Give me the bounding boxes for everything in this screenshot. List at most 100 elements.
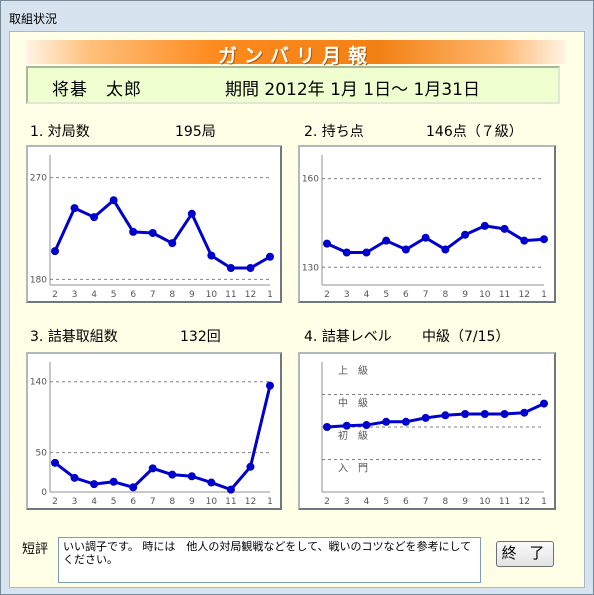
x-tick-label: 2 (52, 497, 58, 507)
x-tick-label: 3 (72, 497, 78, 507)
banner-title: ガンバリ月報 (217, 45, 374, 67)
series-line (54, 385, 272, 492)
x-tick-label: 12 (519, 290, 530, 300)
x-tick-label: 6 (130, 497, 136, 507)
y-tick-label: 180 (30, 275, 47, 285)
data-point (401, 417, 410, 426)
data-point (246, 264, 255, 273)
report-panel: ガンバリ月報 将碁 太郎 期間 2012年 1月 1日～ 1月31日 1. 対局… (9, 31, 585, 588)
info-bar: 将碁 太郎 期間 2012年 1月 1日～ 1月31日 (26, 66, 560, 104)
data-point (187, 209, 196, 218)
title-bar[interactable]: 取組状況 (1, 1, 593, 31)
x-tick-label: 12 (245, 290, 256, 300)
section-title-points: 2. 持ち点 (304, 124, 364, 140)
data-point (226, 264, 235, 273)
y-tick-label: 140 (30, 378, 47, 388)
data-point (500, 224, 509, 233)
data-point (323, 239, 331, 248)
x-tick-label: 7 (423, 290, 429, 300)
data-point (70, 204, 79, 213)
data-point (207, 251, 216, 260)
data-point (480, 221, 489, 230)
data-point (129, 227, 138, 236)
y-tick-label: 160 (302, 175, 319, 185)
data-point (246, 462, 255, 471)
chart-points: 160 130 2 3 4 5 6 7 8 9 10 11 12 1 (298, 145, 556, 303)
data-point (70, 473, 79, 482)
period-label: 期間 2012年 1月 1日～ 1月31日 (225, 80, 480, 100)
data-point (382, 417, 391, 426)
x-tick-label: 7 (423, 497, 429, 507)
band-label: 中 級 (338, 397, 368, 410)
data-point (109, 477, 118, 486)
x-tick-label: 3 (344, 290, 350, 300)
chart-problems: 140 50 0 2 3 4 5 6 7 8 9 10 11 12 1 (26, 352, 282, 510)
x-tick-label: 8 (442, 290, 448, 300)
section-value-points: 146点（７級） (426, 124, 523, 140)
data-point (168, 470, 177, 479)
x-tick-label: 1 (267, 290, 273, 300)
section-value-games: 195局 (175, 124, 216, 140)
x-tick-label: 5 (383, 290, 389, 300)
data-point (461, 410, 470, 418)
y-tick-label: 130 (302, 263, 319, 273)
x-tick-label: 2 (324, 497, 330, 507)
review-textbox[interactable]: いい調子です。 時には 他人の対局観戦などをして、戦いのコツなどを参考にしてくだ… (58, 537, 481, 583)
data-point (520, 408, 529, 417)
band-label: 上 級 (338, 364, 368, 377)
chart-games: 270 180 2 3 4 5 6 7 8 9 10 11 12 1 (26, 145, 282, 303)
x-tick-label: 8 (169, 290, 175, 300)
x-tick-label: 4 (364, 290, 370, 300)
x-tick-label: 9 (462, 497, 468, 507)
x-tick-label: 12 (519, 497, 530, 507)
chart-level: 上 級中 級初 級入 門 2 3 4 5 6 7 8 9 10 11 12 1 (298, 352, 556, 510)
x-tick-label: 9 (189, 290, 195, 300)
section-value-problems: 132回 (180, 329, 221, 345)
section-value-level: 中級（7/15） (422, 329, 510, 345)
chart-svg: 上 級中 級初 級入 門 2 3 4 5 6 7 8 9 10 11 12 1 (321, 362, 548, 507)
review-label: 短評 (22, 542, 49, 557)
x-tick-label: 6 (403, 497, 409, 507)
data-point (520, 236, 529, 245)
section-title-level: 4. 詰碁レベル (304, 329, 392, 345)
x-tick-label: 9 (189, 497, 195, 507)
chart-svg: 270 180 2 3 4 5 6 7 8 9 10 11 12 1 (30, 155, 274, 300)
data-point (148, 464, 157, 473)
y-tick-label: 50 (36, 449, 48, 459)
data-point (500, 410, 509, 418)
data-point (342, 421, 351, 430)
section-title-games: 1. 対局数 (30, 124, 90, 140)
chart-svg: 140 50 02 3 4 5 6 7 8 9 10 11 12 1 (30, 362, 274, 507)
data-point (421, 413, 430, 422)
data-point (382, 236, 391, 245)
data-point (362, 421, 371, 430)
data-point (187, 472, 196, 481)
data-point (342, 248, 351, 257)
data-point (90, 480, 99, 489)
chart-svg: 160 130 2 3 4 5 6 7 8 9 10 11 12 1 (302, 155, 548, 300)
x-tick-label: 5 (111, 290, 117, 300)
close-button[interactable]: 終 了 (496, 541, 554, 567)
x-tick-label: 11 (499, 497, 510, 507)
y-tick-label: 270 (30, 174, 47, 184)
y-tick-label: 0 (41, 488, 47, 498)
window-title: 取組状況 (9, 12, 58, 26)
x-tick-label: 2 (52, 290, 58, 300)
data-point (109, 196, 118, 205)
x-tick-label: 11 (225, 290, 236, 300)
x-tick-label: 3 (344, 497, 350, 507)
data-point (441, 411, 450, 420)
x-tick-label: 10 (206, 290, 218, 300)
x-tick-label: 7 (150, 497, 156, 507)
x-tick-label: 1 (541, 497, 547, 507)
data-point (51, 247, 59, 256)
data-point (461, 230, 470, 239)
x-tick-label: 3 (72, 290, 78, 300)
x-tick-label: 8 (442, 497, 448, 507)
data-point (148, 229, 157, 237)
x-tick-label: 12 (245, 497, 256, 507)
x-tick-label: 10 (206, 497, 218, 507)
x-tick-label: 9 (462, 290, 468, 300)
data-point (480, 410, 489, 418)
x-tick-label: 5 (383, 497, 389, 507)
